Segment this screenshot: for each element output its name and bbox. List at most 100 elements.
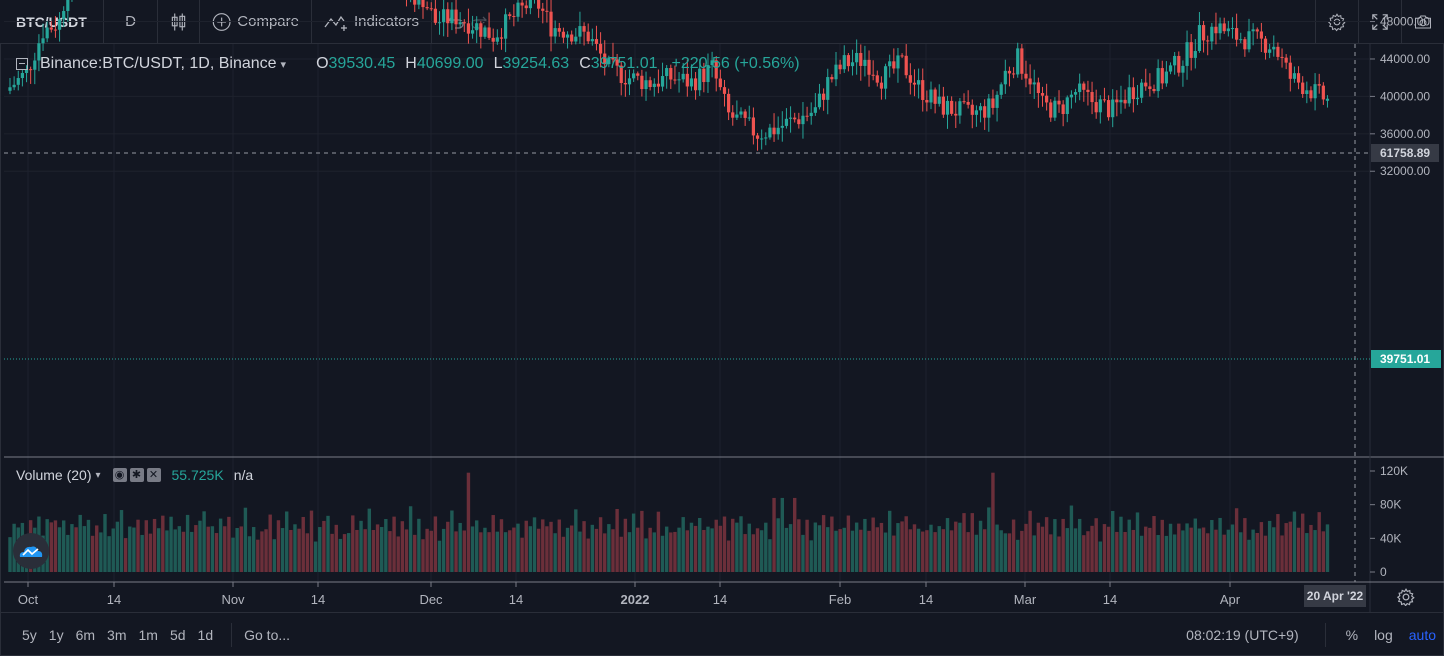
last-price-label: 39751.01 [1380, 352, 1430, 366]
candle-body [57, 19, 62, 30]
candle-body [1301, 82, 1305, 95]
volume-bar [1226, 529, 1231, 572]
volume-bar [421, 539, 425, 572]
volume-bar [218, 518, 223, 572]
volume-bar [1276, 514, 1280, 572]
range-5y[interactable]: 5y [22, 626, 37, 643]
volume-bar [896, 523, 900, 572]
candle-body [541, 8, 545, 11]
eye-icon[interactable]: ◉ [112, 468, 127, 482]
volume-bar [495, 531, 500, 572]
volume-bar [338, 538, 343, 572]
time-tick-label: Nov [221, 592, 245, 607]
candle-body [1115, 99, 1119, 103]
volume-bar [1267, 520, 1272, 572]
auto-toggle[interactable]: auto [1408, 627, 1436, 643]
axis-settings-button[interactable] [1392, 585, 1420, 609]
candle-body [594, 39, 599, 44]
volume-bar [367, 508, 372, 572]
volume-bar [322, 520, 326, 572]
volume-bar [1280, 535, 1284, 572]
camera-icon [1415, 15, 1431, 29]
timezone-clock[interactable]: 08:02:19 (UTC+9) [1186, 627, 1299, 643]
candle-body [958, 101, 962, 116]
close-icon[interactable]: ✕ [146, 468, 161, 482]
candle-body [545, 10, 549, 12]
candle-body [1011, 73, 1016, 75]
candle-body [1016, 48, 1020, 75]
candle-body [537, 0, 541, 9]
volume-bar [751, 534, 756, 572]
screenshot-button[interactable] [1401, 0, 1444, 44]
candle-body [1156, 68, 1160, 92]
volume-bar [289, 529, 293, 572]
range-5d[interactable]: 5d [169, 626, 186, 643]
volume-bar [784, 527, 789, 572]
candle-body [1057, 100, 1061, 105]
volume-bar [805, 519, 809, 572]
volume-legend: Volume (20) ▾ ◉ ✱ ✕ 55.725K n/a [16, 466, 253, 484]
percent-toggle[interactable]: % [1345, 627, 1359, 643]
volume-bar [57, 527, 62, 572]
candle-body [520, 2, 524, 6]
volume-bar [351, 515, 355, 572]
volume-bar [1193, 518, 1198, 572]
candle-body [1053, 100, 1057, 118]
volume-bar [309, 510, 314, 572]
range-3m[interactable]: 3m [107, 626, 127, 643]
candle-body [1193, 50, 1197, 58]
volume-bar [966, 532, 970, 572]
volume-bar [991, 472, 995, 572]
range-6m[interactable]: 6m [75, 626, 96, 643]
candle-body [826, 77, 830, 100]
divider [1324, 623, 1326, 647]
chevron-down-icon[interactable]: ▾ [280, 58, 287, 71]
volume-bar [594, 528, 599, 572]
volume-bar [132, 527, 136, 572]
candle-body [933, 89, 937, 104]
gear-icon[interactable]: ✱ [129, 468, 144, 482]
range-1y[interactable]: 1y [48, 626, 64, 643]
candle-body [565, 34, 570, 38]
candle-body [1201, 25, 1206, 41]
candle-body [1049, 102, 1053, 118]
volume-title[interactable]: Volume (20) [16, 467, 92, 483]
candle-body [875, 75, 879, 83]
candle-body [611, 57, 615, 60]
volume-bar [1053, 519, 1057, 572]
candle-body [1305, 90, 1309, 95]
candle-body [1181, 65, 1185, 73]
candle-body [805, 115, 809, 117]
time-tick-label: 14 [107, 592, 121, 607]
candle-body [784, 118, 789, 126]
log-toggle[interactable]: log [1374, 627, 1393, 643]
volume-bar [1230, 524, 1235, 572]
volume-bar [1135, 512, 1140, 572]
series-title[interactable]: Binance:BTC/USDT, 1D, Binance [40, 55, 277, 72]
time-tick-label: 14 [713, 592, 727, 607]
candle-body [834, 64, 838, 80]
candle-body [1123, 99, 1127, 104]
price-chart[interactable]: 72000.0068000.0064000.0060000.0056000.00… [0, 0, 1444, 612]
volume-bar [541, 519, 545, 572]
range-1d[interactable]: 1d [197, 626, 214, 643]
goto-button[interactable]: Go to... [244, 626, 291, 643]
volume-bar [181, 531, 186, 572]
candle-body [495, 37, 499, 42]
volume-bar [78, 514, 82, 572]
volume-bar [404, 529, 409, 572]
volume-bar [1111, 510, 1115, 572]
collapse-legend-icon[interactable] [16, 58, 28, 70]
candle-body [1140, 82, 1144, 98]
volume-bar [1317, 512, 1321, 572]
tradingview-logo[interactable] [13, 533, 49, 569]
chevron-down-icon[interactable]: ▾ [95, 469, 101, 481]
volume-bar [1263, 535, 1268, 572]
range-1m[interactable]: 1m [138, 626, 158, 643]
volume-bar [660, 535, 665, 572]
time-tick-label: 14 [509, 592, 523, 607]
candle-body [1111, 99, 1115, 118]
volume-bar [908, 529, 913, 572]
candle-body [1164, 71, 1168, 84]
volume-bar [689, 522, 694, 572]
